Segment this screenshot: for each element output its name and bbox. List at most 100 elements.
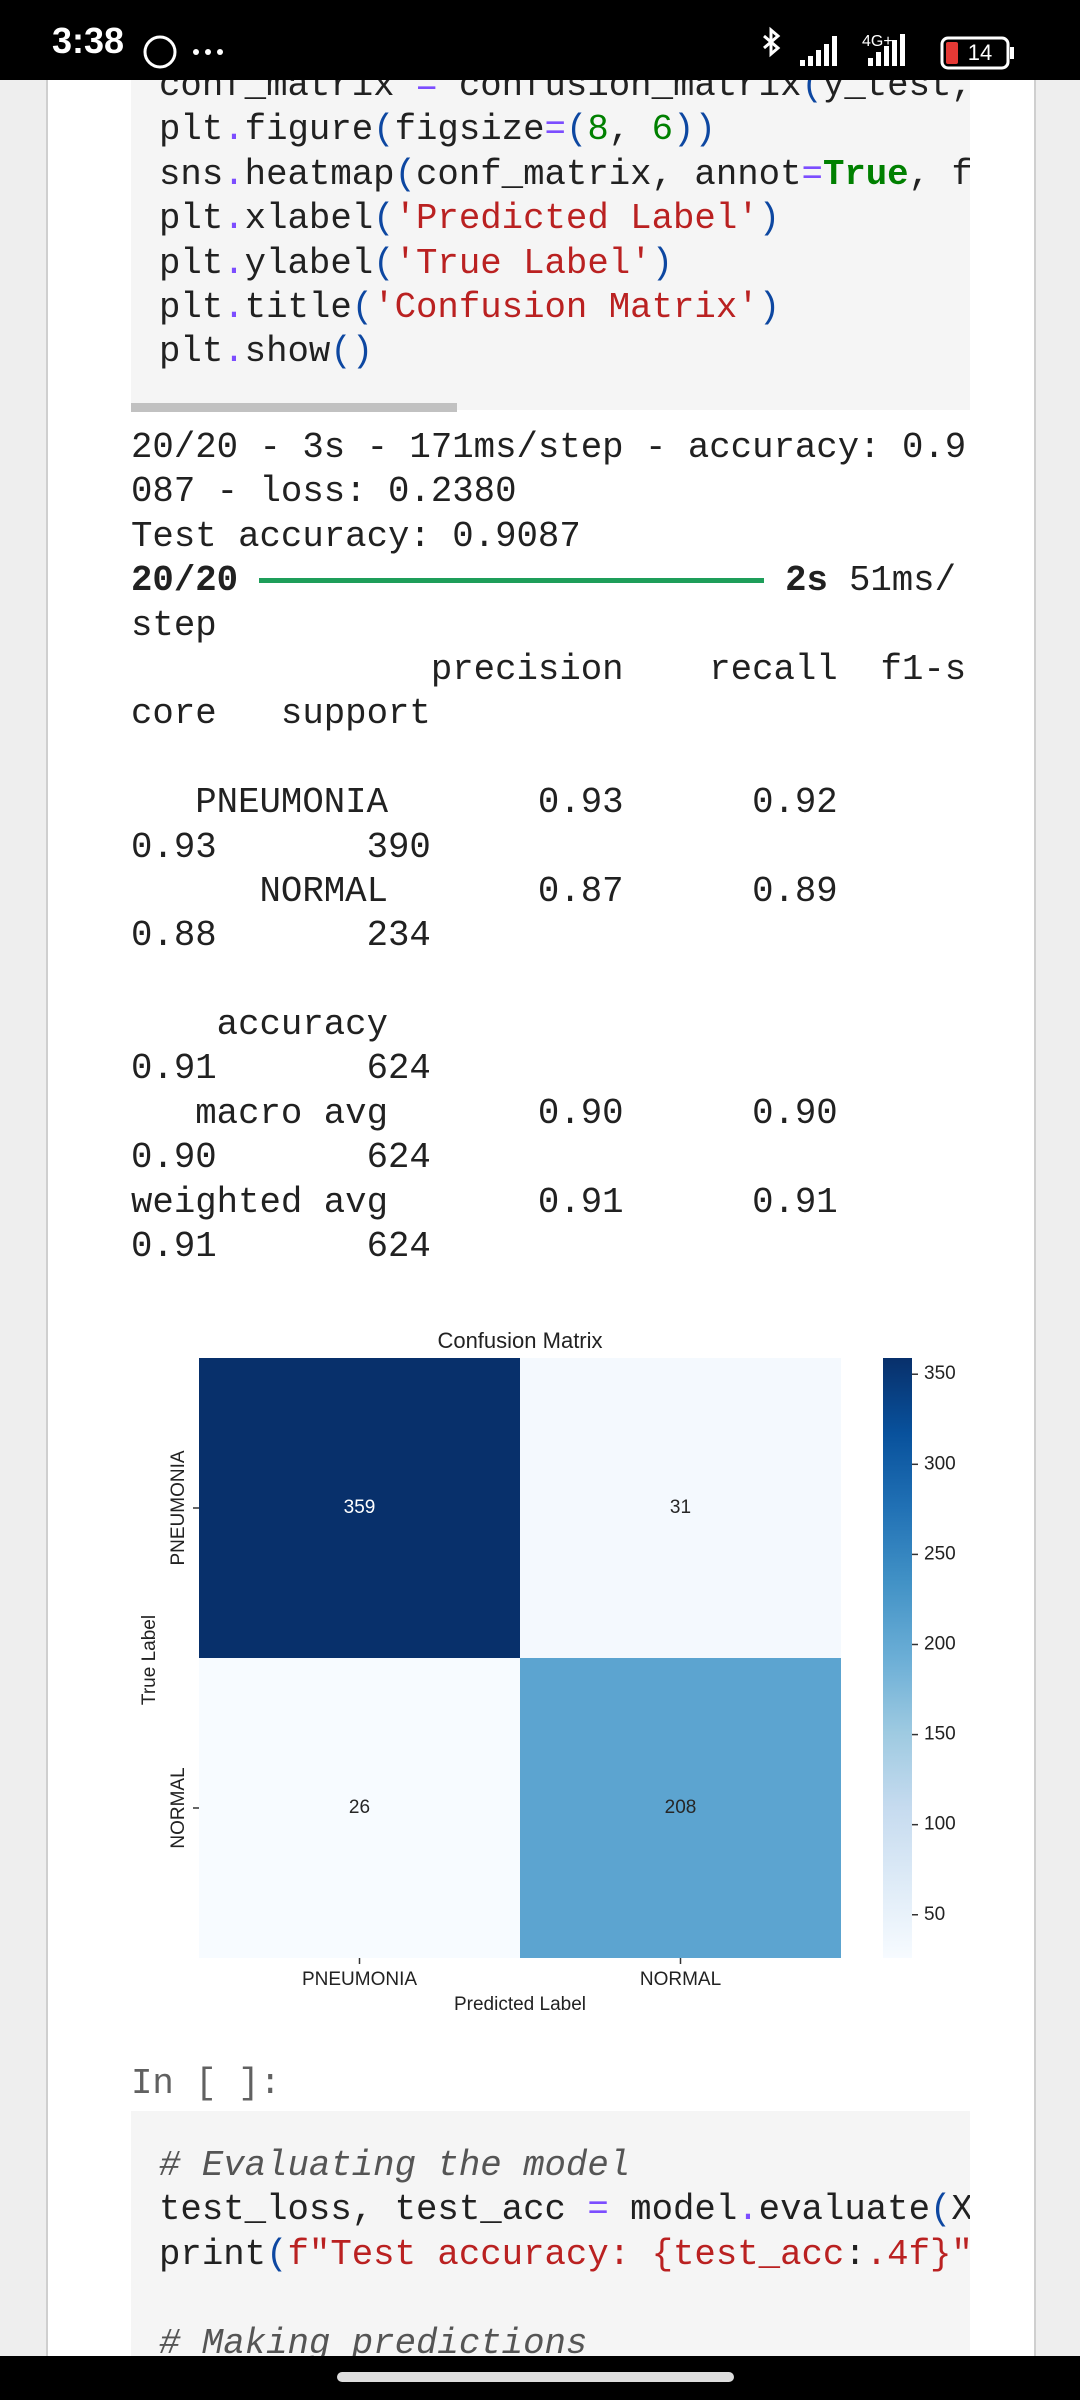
code-token: True <box>822 153 909 195</box>
code-token: title <box>244 286 352 328</box>
output-line: step <box>131 604 217 646</box>
code-token: . <box>223 153 245 195</box>
clock: 3:38 <box>52 20 125 61</box>
code-line: print(f"Test accuracy: {test_acc:.4f}" <box>159 2233 970 2277</box>
code-token: . <box>223 198 245 240</box>
output-line: precision recall f1-s <box>131 648 967 690</box>
code-token: plt <box>159 286 224 328</box>
chart-title: Confusion Matrix <box>437 1328 602 1353</box>
code-token: plt <box>159 198 224 240</box>
code-token: 'True Label' <box>394 242 652 284</box>
output-line: core support <box>131 693 431 735</box>
output-line: 20/20 - 3s - 171ms/step - accuracy: 0.9 <box>131 427 967 468</box>
status-icons: 4G+ 14 <box>143 26 1014 70</box>
code-token: = <box>801 153 823 195</box>
colorbar-tick-label: 350 <box>924 1363 956 1384</box>
code-token: . <box>737 2189 759 2231</box>
code-token: .4f}" <box>865 2233 970 2275</box>
whatsapp-icon <box>143 35 177 69</box>
output-line: 0.88 234 <box>131 915 431 957</box>
x-tick-label: PNEUMONIA <box>302 1969 417 1990</box>
battery-outline <box>940 36 1010 70</box>
code-token: . <box>223 331 245 373</box>
network-type: 4G+ <box>862 33 893 50</box>
colorbar-tick-label: 250 <box>924 1543 956 1564</box>
colorbar-tick-label: 100 <box>924 1814 956 1835</box>
code-token: ( <box>394 153 417 195</box>
code-token: = <box>587 2189 609 2231</box>
progress-time: 2s <box>785 560 828 602</box>
home-indicator[interactable] <box>337 2372 734 2382</box>
code-cell[interactable] <box>131 2111 970 2356</box>
colorbar-tick-label: 50 <box>924 1904 945 1925</box>
code-token: show <box>244 331 331 373</box>
cell-annotation: 31 <box>670 1497 691 1518</box>
progress-bar <box>259 578 765 584</box>
code-token: plt <box>159 242 224 284</box>
output: 20/20 - 3s - 171ms/step - accuracy: 0.9 0… <box>131 426 970 1269</box>
battery-percent: 14 <box>968 40 992 65</box>
code-line: # Evaluating the model <box>159 2144 970 2188</box>
code-token: 8 <box>587 109 609 151</box>
code-token: # Making predictions <box>159 2322 588 2356</box>
code-line: plt.ylabel('True Label') <box>159 242 970 286</box>
code-token: : <box>844 2233 866 2275</box>
output-line: accuracy <box>131 1004 388 1046</box>
code-token: ( <box>930 2189 952 2231</box>
code-token: ( <box>373 242 395 284</box>
code-line: # Making predictions <box>159 2322 970 2356</box>
code-token: sns <box>159 153 224 195</box>
code-token: , f <box>908 153 970 195</box>
code-token: ( <box>565 109 588 151</box>
battery-level <box>946 42 958 64</box>
code-token: 6 <box>651 109 674 151</box>
code-token: xlabel <box>244 198 374 240</box>
code-token: . <box>223 109 245 151</box>
output-line: macro avg 0.90 0.90 <box>131 1092 838 1134</box>
x-tick-label: NORMAL <box>640 1969 721 1990</box>
cell-annotation: 26 <box>349 1797 370 1818</box>
colorbar-tick-label: 300 <box>924 1453 956 1474</box>
colorbar-tick-label: 150 <box>924 1724 956 1745</box>
code-line: plt.xlabel('Predicted Label') <box>159 197 970 241</box>
x-axis-label: Predicted Label <box>454 1994 586 2015</box>
cell-prompt: In [ ]: <box>131 2063 281 2104</box>
code-token: = <box>544 109 566 151</box>
progress-rate: 51ms/ <box>848 560 957 602</box>
code-token: ( <box>266 2233 288 2275</box>
code-token: heatmap <box>244 153 395 195</box>
signal-icon <box>800 34 905 66</box>
output-line: NORMAL 0.87 0.89 <box>131 870 838 912</box>
progress-line: 20/20 2s 51ms/ <box>131 559 970 603</box>
heatmap-cell <box>520 1658 841 1958</box>
code-token: . <box>223 242 245 284</box>
output-line: 0.93 390 <box>131 826 431 868</box>
colorbar-tick-label: 200 <box>924 1634 956 1655</box>
code: # Evaluating the model test_loss, test_ac… <box>159 2144 970 2356</box>
scrollbar[interactable] <box>131 403 457 412</box>
code-token: 'Predicted Label' <box>394 198 759 240</box>
code-token: ( <box>373 198 395 240</box>
cell-annotation: 359 <box>344 1497 376 1518</box>
heatmap-cell <box>520 1358 841 1658</box>
navigation-bar <box>0 2356 1080 2400</box>
code-token: plt <box>159 331 224 373</box>
code-token: ( <box>351 286 374 328</box>
code-token: print <box>159 2233 267 2275</box>
dot <box>205 49 211 55</box>
cell-annotation: 208 <box>665 1797 697 1818</box>
bluetooth-icon <box>763 26 781 58</box>
code-token: f"Test accuracy: {test_acc <box>287 2233 845 2275</box>
code-line: plt.show() <box>159 330 970 374</box>
output-line: PNEUMONIA 0.93 0.92 <box>131 782 838 824</box>
code-token: # Evaluating the model <box>159 2145 631 2186</box>
code-line: plt.title('Confusion Matrix') <box>159 286 970 330</box>
code-token: figsize <box>394 109 545 151</box>
code-token: conf_matrix, annot <box>416 153 802 195</box>
heatmap-cell <box>199 1358 520 1658</box>
code-token: () <box>330 331 374 373</box>
code-token: model <box>608 2189 738 2231</box>
output-line: weighted avg 0.91 0.91 <box>131 1181 838 1223</box>
